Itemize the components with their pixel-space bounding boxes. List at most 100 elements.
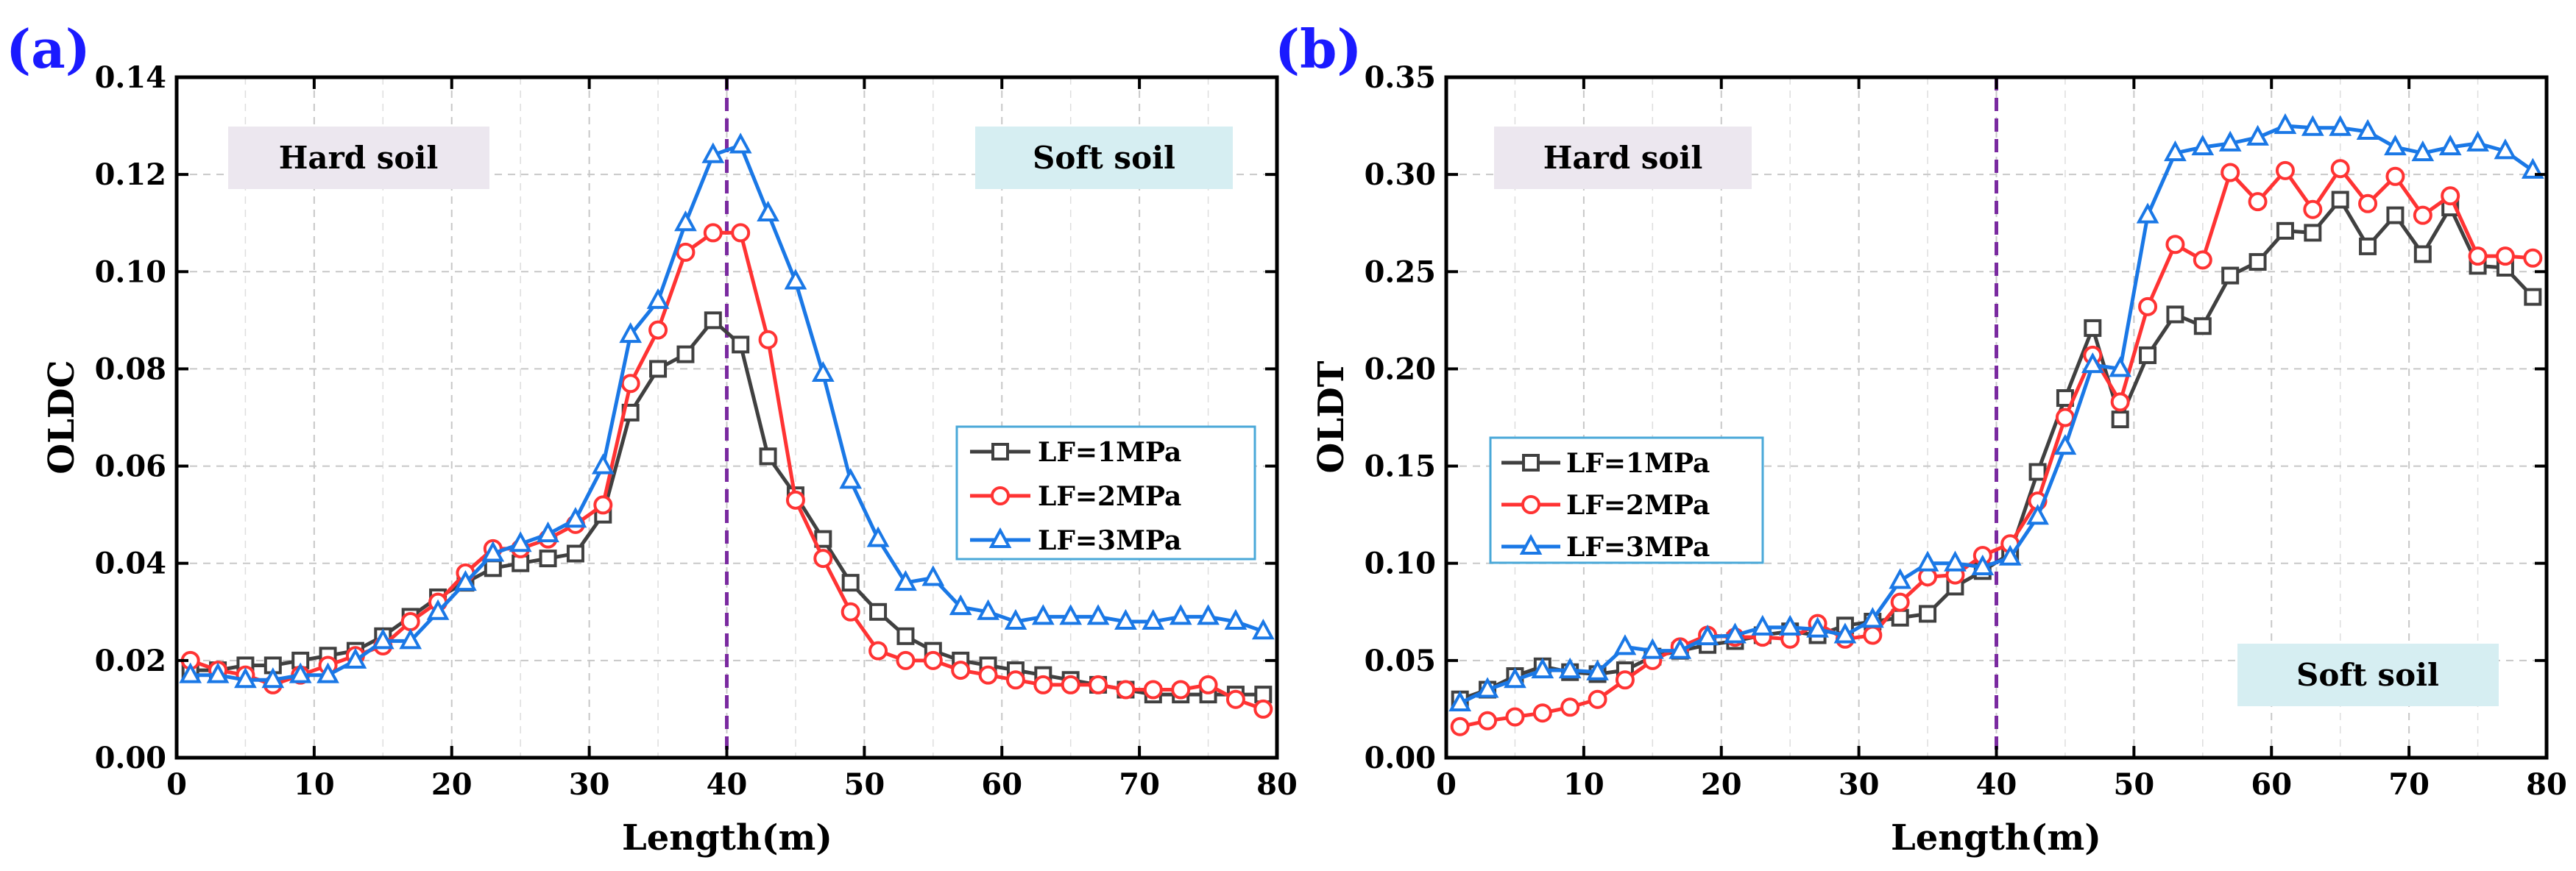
panel-a-series-1-point xyxy=(676,345,695,363)
panel-b-series-3-point xyxy=(1833,622,1857,644)
panel-a-series-2-point xyxy=(951,661,971,680)
panel-a-series-2 xyxy=(180,223,1273,719)
panel-b-x-tick-label: 30 xyxy=(1839,767,1880,802)
panel-b-legend-item: LF=3MPa xyxy=(1501,532,1710,563)
panel-b-legend-label: LF=3MPa xyxy=(1566,532,1710,563)
panel-b-series-3-point xyxy=(2164,140,2187,162)
panel-b-series-1-point xyxy=(1919,605,1937,623)
panel-a-series-3-point xyxy=(949,594,972,616)
panel-b-series-2-point xyxy=(2055,408,2075,427)
panel-b-legend: LF=1MPa LF=2MPa LF=3MPa xyxy=(1489,436,1764,564)
panel-b-series-3-point xyxy=(1944,550,1967,572)
panel-a-y-tick-label: 0.06 xyxy=(95,449,166,484)
panel-b-x-axis-title: Length(m) xyxy=(1891,817,2101,858)
panel-b-series-3-point xyxy=(1504,667,1526,689)
panel-b-series-1-point xyxy=(2331,191,2349,209)
panel-b-series-1-point xyxy=(2084,319,2102,337)
panel-a-series-3-point xyxy=(701,142,725,163)
panel-a-x-axis-title: Length(m) xyxy=(622,817,832,858)
panel-a-series-1-point xyxy=(869,602,888,621)
panel-a-series-2-point xyxy=(813,549,833,569)
panel-a-series-3-point xyxy=(839,468,863,489)
panel-b-y-tick-label: 0.00 xyxy=(1365,741,1436,775)
panel-b-series-2-point xyxy=(1532,703,1552,723)
panel-b-series-2-point xyxy=(1450,717,1470,736)
panel-a-series-2-point xyxy=(1143,680,1163,700)
panel-b-series-2-point xyxy=(1863,625,1883,645)
panel-b-series-1-point xyxy=(2524,288,2542,306)
panel-a-series-2-point xyxy=(1033,675,1053,694)
panel-b-series-1-point xyxy=(1891,608,1909,627)
panel-a-series-3 xyxy=(179,132,1275,689)
panel-a-legend-label: LF=3MPa xyxy=(1038,525,1181,556)
panel-b-y-tick-label: 0.35 xyxy=(1365,60,1436,95)
panel-a-series-2-point xyxy=(758,330,778,349)
panel-a-series-3-line xyxy=(190,143,1264,682)
panel-a-series-1-point xyxy=(649,360,668,378)
panel-b-series-1-point xyxy=(2166,305,2184,324)
panel-b-series-1-point xyxy=(2413,245,2432,263)
panel-b-y-axis-title: OLDT xyxy=(1311,360,1352,473)
panel-a-legend: LF=1MPa LF=2MPa LF=3MPa xyxy=(955,425,1256,561)
panel-b-series-3-point xyxy=(2053,433,2077,455)
panel-b-series-3-point xyxy=(1861,607,1884,628)
panel-a-y-tick-label: 0.02 xyxy=(95,644,166,678)
panel-a-series-3-point xyxy=(454,569,477,591)
panel-b-series-1-point xyxy=(2139,346,2157,364)
panel-b-x-tick-label: 10 xyxy=(1563,767,1604,802)
panel-b-series-2-point xyxy=(2358,193,2378,213)
panel-a-x-tick-label: 0 xyxy=(166,767,187,802)
panel-b-x-tick-label: 40 xyxy=(1976,767,2017,802)
panel-b-series-3-point xyxy=(2109,356,2132,377)
panel-a-series-2-point xyxy=(896,650,916,670)
panel-b-series-3-point xyxy=(2466,130,2489,152)
panel-a-legend-item: LF=2MPa xyxy=(970,481,1181,512)
panel-b-series-3-point xyxy=(1889,568,1912,589)
panel-b-series-3-point xyxy=(2411,140,2435,162)
panel-b-label: (b) xyxy=(1275,18,1362,80)
panel-a-series-3-point xyxy=(234,667,257,689)
panel-a-series-2-point xyxy=(785,490,805,510)
panel-b-series-1-point xyxy=(2193,317,2212,335)
panel-a-series-3-point xyxy=(1114,608,1137,630)
panel-b-series-2-point xyxy=(1560,697,1580,717)
panel-a-series-1-point xyxy=(704,311,722,330)
panel-b-series-3-point xyxy=(2136,202,2159,224)
panel-b-series-1-point xyxy=(2028,463,2047,481)
panel-b-hard-soil-label: Hard soil xyxy=(1543,140,1703,176)
panel-a-series-2-point xyxy=(841,602,860,622)
panel-b-series-2-point xyxy=(2110,392,2130,412)
panel-b-series-2-point xyxy=(2495,246,2515,266)
panel-b-y-tick-label: 0.10 xyxy=(1365,547,1436,581)
panel-b-x-tick-label: 0 xyxy=(1436,767,1457,802)
panel-b-series-3-point xyxy=(1806,616,1829,638)
panel-b-x-tick-label: 60 xyxy=(2251,767,2292,802)
panel-b-y-tick-label: 0.30 xyxy=(1365,157,1436,192)
panel-b-series-3-point xyxy=(1586,659,1609,680)
panel-b-series-1-point xyxy=(2111,410,2129,429)
panel-b-series-2-point xyxy=(1890,592,1910,612)
panel-a-ticks xyxy=(175,76,1278,759)
panel-b-series-3-point xyxy=(2191,134,2215,156)
panel-a-series-2-point xyxy=(703,223,723,243)
panel-a-series-2-point xyxy=(978,665,998,685)
panel-a-series-1-point xyxy=(484,559,502,577)
panel-a-series-3-point xyxy=(1197,604,1220,625)
panel-b-series-2-point xyxy=(2303,199,2323,219)
panel-a-series-3-point xyxy=(1142,608,1165,630)
panel-a-series-3-point xyxy=(619,322,643,344)
panel-b-series-3-point xyxy=(1971,554,1995,575)
panel-a-series-3-point xyxy=(646,288,670,309)
panel-b-legend-item: LF=2MPa xyxy=(1501,490,1710,521)
panel-b-series-2-point xyxy=(2193,250,2212,270)
panel-b-series-3-point xyxy=(1916,550,1939,572)
panel-b-series-3-point xyxy=(1751,614,1774,636)
panel-b-x-tick-label: 80 xyxy=(2526,767,2567,802)
panel-a-series-3-point xyxy=(811,360,835,383)
panel-b-series-3-point xyxy=(1613,634,1637,655)
panel-a-y-tick-label: 0.14 xyxy=(95,60,166,95)
panel-b-series-3-point xyxy=(2274,113,2297,135)
panel-b-series-3-point xyxy=(2494,138,2517,160)
panel-b-series-1-point xyxy=(2304,224,2322,242)
panel-b-series-2-line xyxy=(1459,166,2533,729)
